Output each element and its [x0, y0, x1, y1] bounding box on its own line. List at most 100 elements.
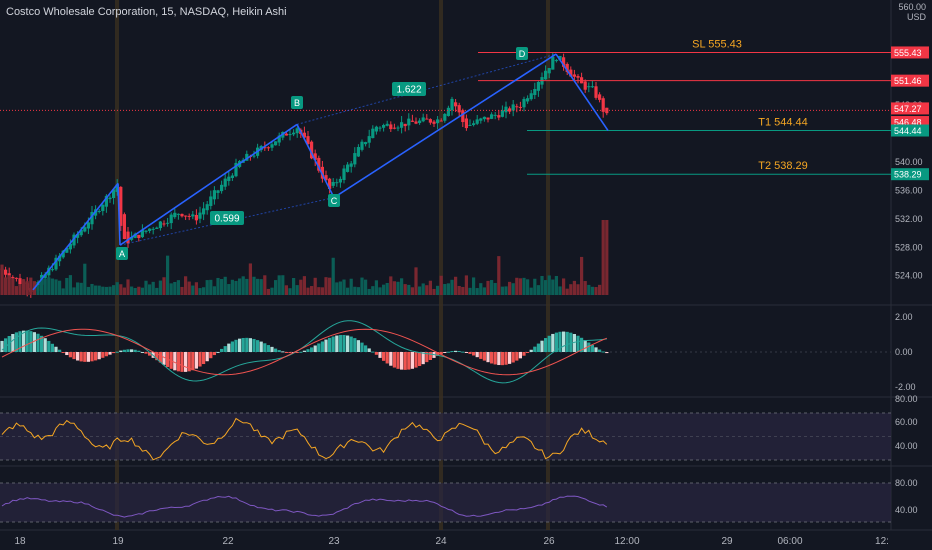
candle-body [151, 228, 155, 230]
macd-bar [594, 347, 598, 352]
macd-bar [590, 344, 594, 352]
candle-body [565, 63, 569, 73]
macd-bar [97, 352, 101, 360]
volume-bar [281, 275, 285, 295]
volume-bar [490, 280, 494, 295]
macd-bar [349, 336, 353, 352]
volume-bar [536, 285, 540, 295]
ratio-label: 1.622 [396, 85, 421, 96]
volume-bar [270, 287, 274, 295]
macd-bar [54, 346, 58, 352]
candle-body [277, 135, 281, 143]
candle-body [4, 269, 8, 275]
candle-body [432, 121, 436, 124]
price-tick-label: 540.00 [895, 157, 923, 167]
macd-bar [335, 335, 339, 352]
macd-bar [270, 346, 274, 352]
macd-bar [122, 349, 126, 352]
macd-bar [155, 352, 159, 361]
currency-top-value: 560.00 [898, 2, 926, 12]
candle-body [187, 215, 191, 217]
macd-bar [50, 343, 54, 352]
volume-bar [421, 283, 425, 295]
macd-bar [443, 352, 447, 353]
macd-bar [173, 352, 177, 371]
candle-body [353, 153, 357, 165]
pattern-point-label: D [519, 49, 526, 59]
volume-bar [414, 267, 418, 295]
volume-bar [587, 284, 591, 295]
volume-bar [529, 287, 533, 295]
volume-bar [540, 275, 544, 295]
x-tick-label: 06:00 [777, 536, 802, 547]
macd-bar [119, 350, 123, 352]
candle-body [389, 124, 393, 130]
volume-bar [418, 286, 422, 295]
volume-bar [277, 275, 281, 295]
volume-bar [0, 264, 4, 295]
candle-body [266, 147, 270, 149]
macd-bar [86, 352, 90, 362]
volume-bar [79, 282, 83, 295]
macd-bar [191, 352, 195, 371]
candle-body [230, 175, 234, 178]
volume-bar [22, 279, 26, 295]
candle-body [216, 190, 220, 193]
session-band [546, 0, 550, 530]
candle-body [101, 204, 105, 212]
volume-bar [144, 280, 148, 295]
candle-body [486, 117, 490, 120]
macd-bar [418, 352, 422, 367]
macd-bar [529, 349, 533, 352]
volume-bar [223, 276, 227, 295]
ratio-badge [210, 211, 244, 225]
candle-body [317, 157, 321, 171]
pattern-leg [555, 53, 609, 131]
macd-bar [572, 334, 576, 352]
macd-bar [540, 340, 544, 352]
macd-bar [295, 352, 299, 353]
volume-bar [36, 284, 40, 295]
macd-bar [342, 334, 346, 352]
volume-bar [486, 280, 490, 295]
volume-bar [493, 282, 497, 295]
macd-bar [454, 350, 458, 352]
volume-bar [328, 277, 332, 295]
price-tag-label: 547.27 [894, 104, 922, 114]
macd-bar [475, 352, 479, 358]
macd-bar [565, 331, 569, 352]
candle-body [198, 212, 202, 219]
macd-bar [230, 341, 234, 352]
volume-bar [241, 276, 245, 295]
candle-body [421, 117, 425, 122]
candle-body [155, 227, 159, 229]
candle-body [439, 120, 443, 122]
macd-bar [403, 352, 407, 370]
candle-body [414, 121, 418, 124]
volume-bar [83, 263, 87, 295]
candle-body [500, 110, 504, 117]
macd-bar [428, 352, 432, 361]
macd-bar [389, 352, 393, 366]
macd-bar [407, 352, 411, 370]
candle-body [104, 195, 108, 207]
macd-bar [515, 352, 519, 361]
macd-bar [79, 352, 83, 362]
candle-body [148, 228, 152, 231]
price-tag-bg [891, 74, 929, 87]
level-label: T2 538.29 [758, 160, 808, 172]
volume-bar [590, 286, 594, 295]
macd-bar [25, 330, 29, 352]
volume-bar [425, 285, 429, 295]
candle-body [382, 125, 386, 128]
macd-tick-label: 0.00 [895, 347, 913, 357]
candle-body [590, 86, 594, 88]
volume-bar [14, 286, 18, 295]
osc2-line [1, 495, 608, 518]
pattern-point-label: A [119, 249, 125, 259]
x-tick-label: 23 [328, 536, 340, 547]
candle-body [50, 269, 54, 271]
candle-body [356, 147, 360, 157]
volume-bar [518, 278, 522, 295]
